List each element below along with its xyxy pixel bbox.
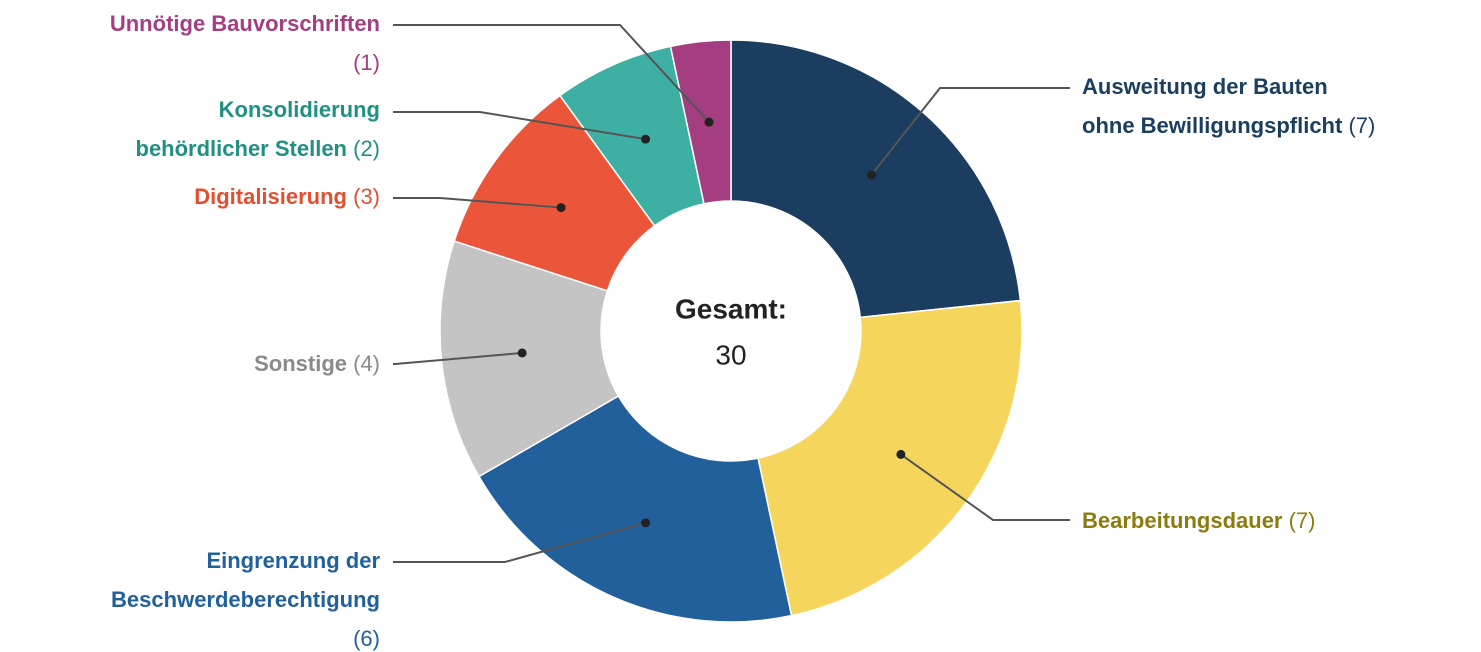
category-label: Eingrenzung der Beschwerdeberechtigung: [111, 548, 380, 612]
slice-label: Unnötige Bauvorschriften (1): [110, 11, 380, 75]
labels: Ausweitung der Bauten ohne Bewilligungspf…: [110, 11, 1375, 651]
category-label: Ausweitung der Bauten ohne Bewilligungspf…: [1082, 74, 1343, 138]
leader-line: [393, 111, 646, 141]
leader-line: [393, 351, 523, 365]
slice-label: Eingrenzung der Beschwerdeberechtigung (6): [111, 548, 380, 651]
slice-label: Ausweitung der Bauten ohne Bewilligungspf…: [1082, 74, 1375, 138]
slice: [669, 39, 732, 205]
leader-line: [393, 197, 562, 209]
category-label: Bearbeitungsdauer: [1082, 508, 1283, 533]
slice: [439, 240, 620, 478]
slice: [477, 394, 793, 623]
category-label: Sonstige: [254, 351, 347, 376]
leader-line: [870, 87, 1070, 176]
leader-line: [393, 24, 710, 123]
slice-label: Digitalisierung (3): [194, 184, 380, 209]
leader-dot: [641, 134, 651, 144]
value-label: (3): [347, 184, 380, 209]
category-label: Konsolidierung behördlicher Stellen: [136, 97, 381, 161]
leaders: [393, 24, 1070, 563]
value-label: (7): [1283, 508, 1316, 533]
leader-dot: [641, 518, 651, 528]
slice-label: Konsolidierung behördlicher Stellen (2): [136, 97, 381, 161]
value-label: (4): [347, 351, 380, 376]
leader-dot: [896, 449, 906, 459]
slice-label: Sonstige (4): [254, 351, 380, 376]
leader-line: [393, 521, 646, 563]
center-label: Gesamt:: [675, 293, 787, 324]
category-label: Digitalisierung: [194, 184, 347, 209]
slice-label: Bearbeitungsdauer (7): [1082, 508, 1316, 533]
leader-dot: [867, 170, 877, 180]
value-label: (2): [347, 136, 380, 161]
leader-dot: [556, 203, 566, 213]
slices: [439, 39, 1023, 623]
leader-dot: [517, 348, 527, 358]
value-label: (1): [353, 50, 380, 75]
slice: [730, 39, 1022, 319]
category-label: Unnötige Bauvorschriften: [110, 11, 380, 36]
value-label: (6): [353, 626, 380, 651]
value-label: (7): [1342, 113, 1375, 138]
leader-line: [900, 453, 1070, 521]
leader-dot: [704, 117, 714, 127]
center-total: 30: [715, 339, 746, 370]
slice: [757, 299, 1023, 617]
